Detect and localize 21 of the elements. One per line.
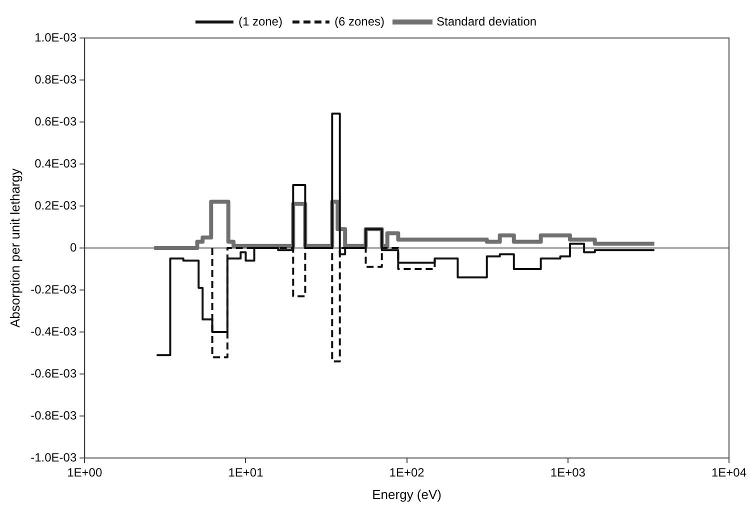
y-tick-label: 0.6E-03 <box>34 114 77 128</box>
y-tick-label: 1.0E-03 <box>34 30 77 44</box>
x-tick-label: 1E+02 <box>389 466 425 480</box>
x-tick-label: 1E+04 <box>711 466 747 480</box>
y-tick-label: 0.2E-03 <box>34 198 77 212</box>
x-tick-label: 1E+03 <box>550 466 586 480</box>
x-tick-label: 1E+00 <box>67 466 102 480</box>
y-axis-title: Absorption per unit lethargy <box>7 168 22 328</box>
y-tick-label: -0.6E-03 <box>30 366 77 380</box>
y-tick-label: -1.0E-03 <box>30 450 77 464</box>
y-tick-label: -0.4E-03 <box>30 324 77 338</box>
y-tick-label: 0 <box>70 240 77 254</box>
y-tick-label: -0.2E-03 <box>30 282 77 296</box>
x-axis-title: Energy (eV) <box>372 486 442 502</box>
legend-label: (6 zones) <box>334 14 384 28</box>
legend-label: (1 zone) <box>238 14 282 28</box>
y-tick-label: 0.8E-03 <box>34 72 77 86</box>
legend-label: Standard deviation <box>436 14 537 28</box>
y-tick-label: 0.4E-03 <box>34 156 77 170</box>
y-tick-label: -0.8E-03 <box>30 408 77 422</box>
x-tick-label: 1E+01 <box>228 466 264 480</box>
